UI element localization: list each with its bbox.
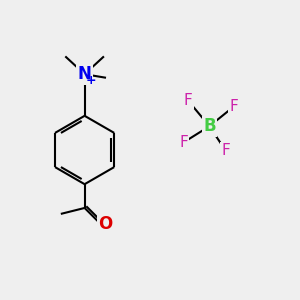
Text: O: O <box>98 215 112 233</box>
Text: F: F <box>179 135 188 150</box>
Text: F: F <box>230 99 238 114</box>
Text: N: N <box>78 65 92 83</box>
Text: F: F <box>184 93 193 108</box>
Text: +: + <box>86 74 97 87</box>
Text: B: B <box>203 117 216 135</box>
Text: F: F <box>221 143 230 158</box>
